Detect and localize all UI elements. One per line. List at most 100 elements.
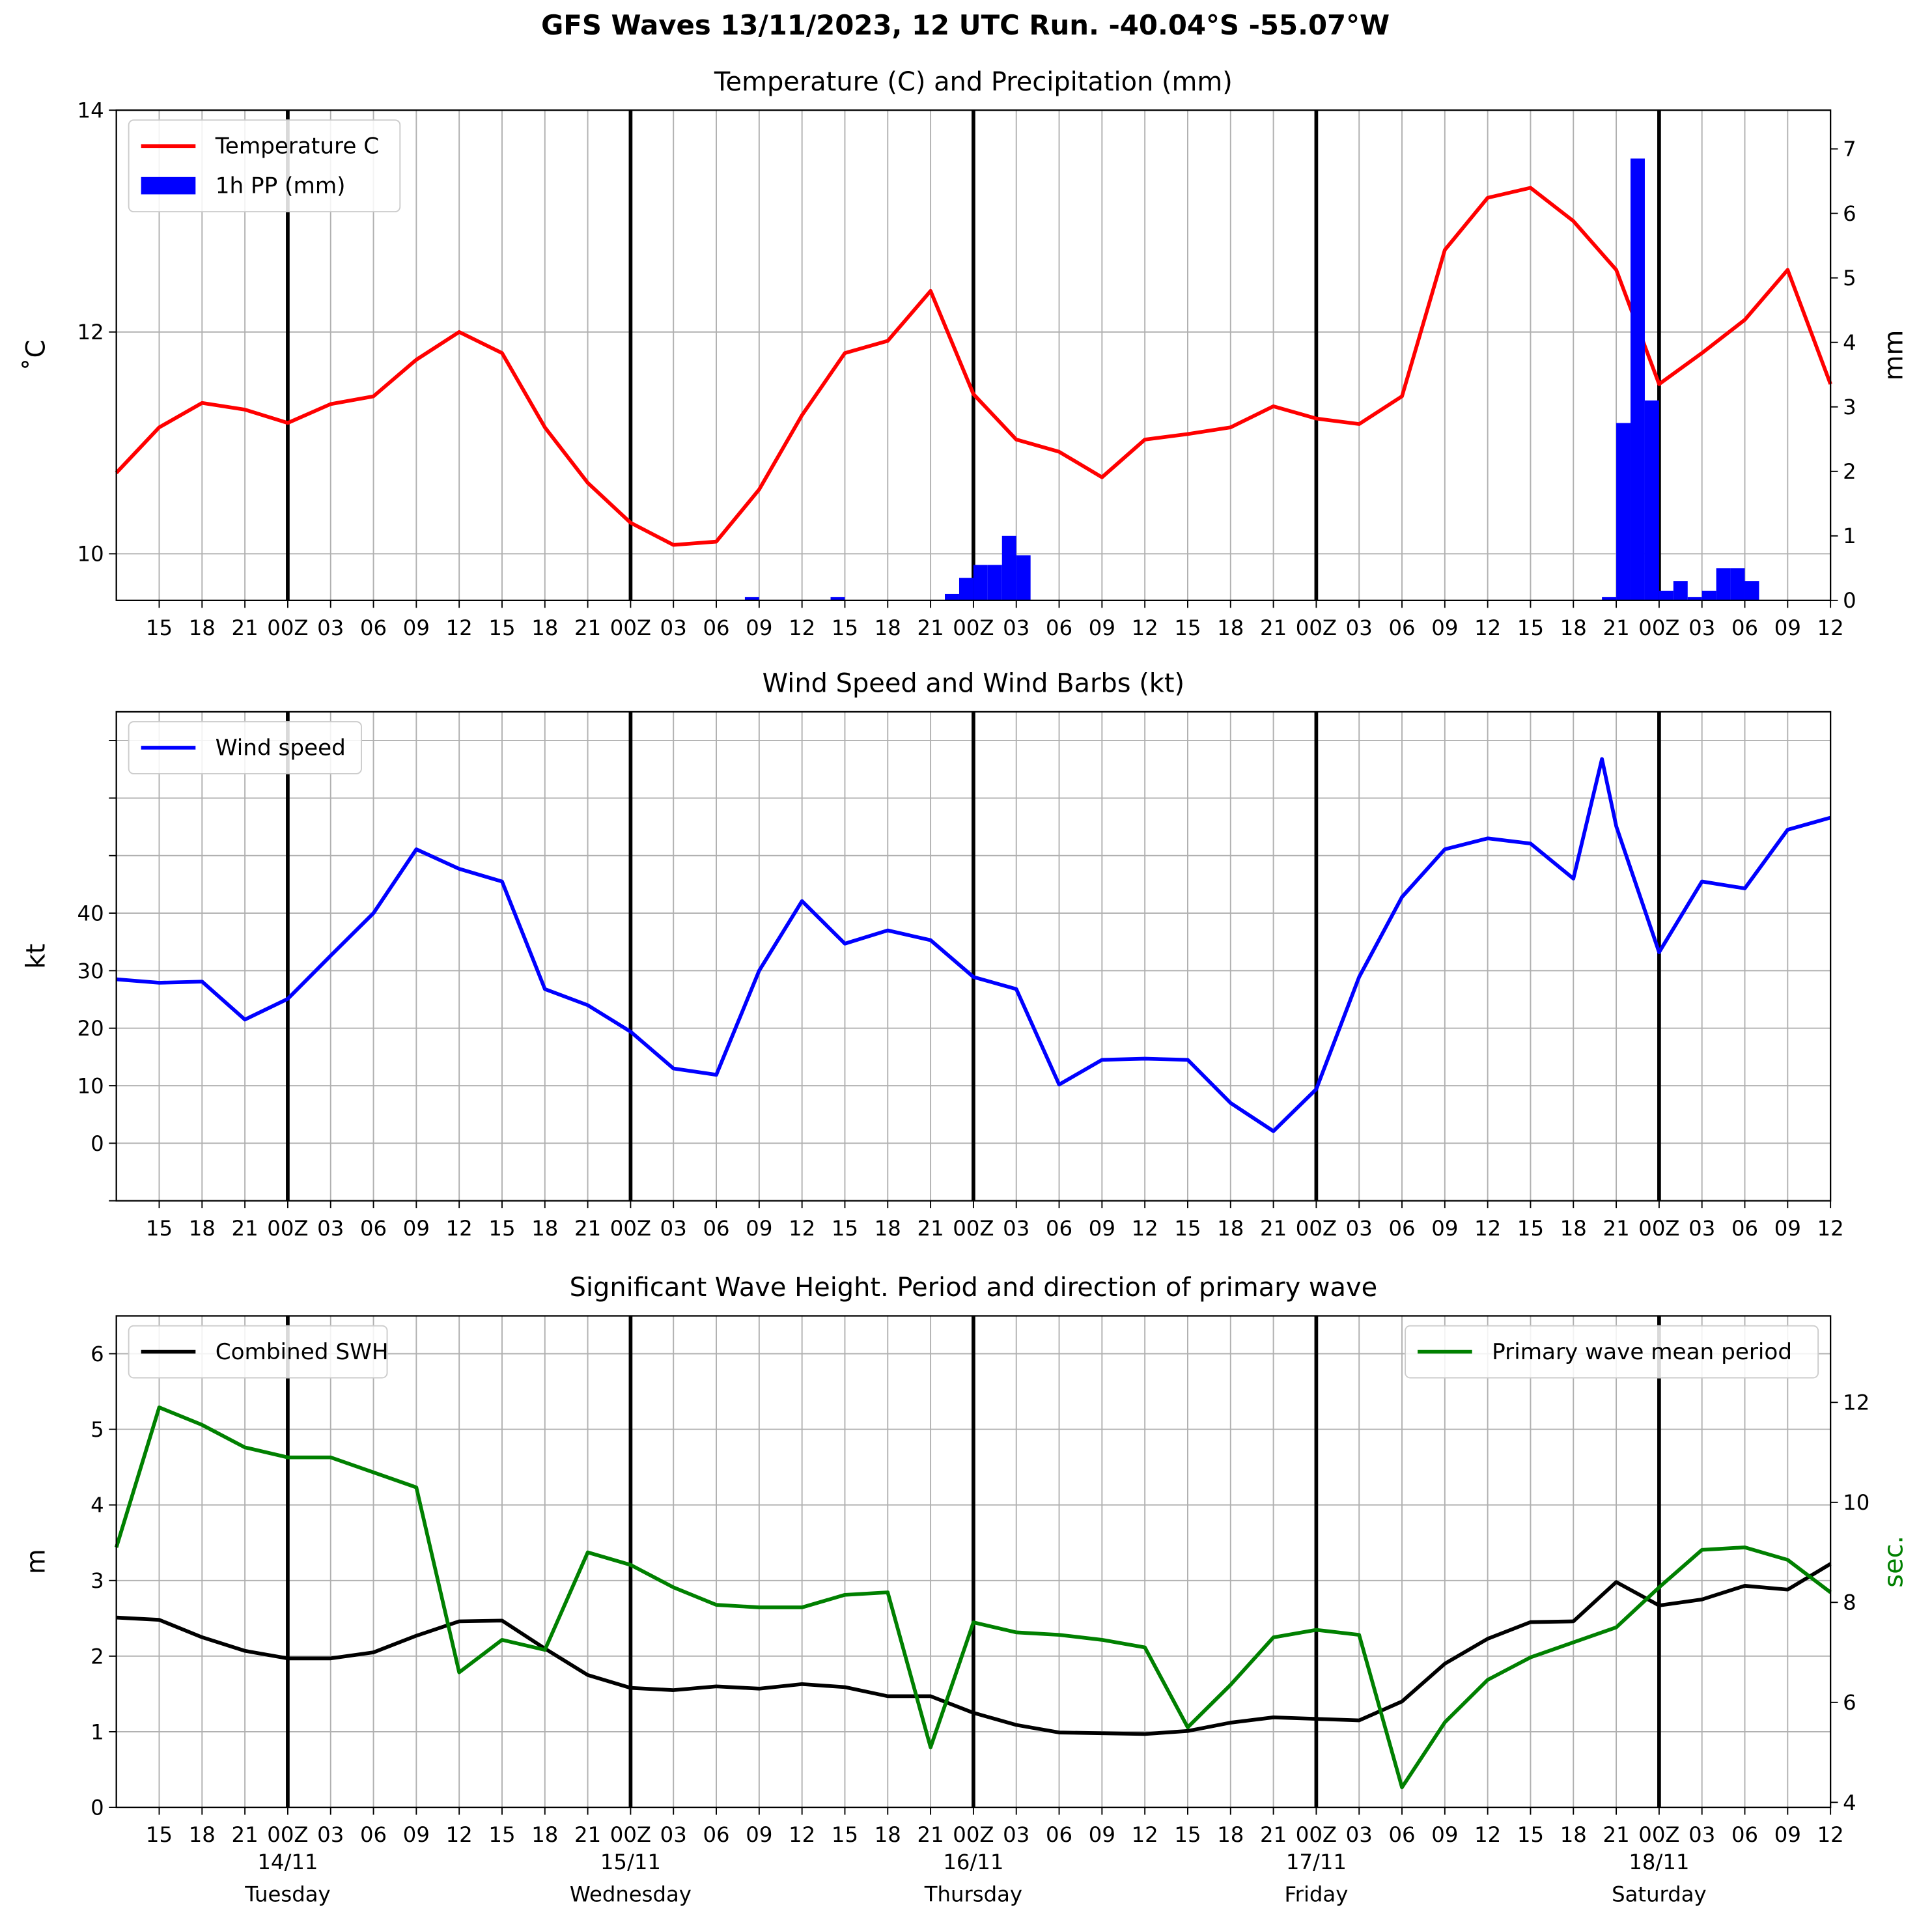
x-tick-label: 15 xyxy=(488,1822,515,1847)
x-tick-label: 00Z xyxy=(1638,615,1679,640)
x-tick-label: 15 xyxy=(146,1216,173,1241)
legend-label: Primary wave mean period xyxy=(1492,1339,1792,1365)
chart-panel: Temperature (C) and Precipitation (mm)15… xyxy=(21,67,1909,640)
x-tick-label: 12 xyxy=(1817,1822,1844,1847)
figure-title: GFS Waves 13/11/2023, 12 UTC Run. -40.04… xyxy=(541,9,1390,41)
x-tick-label: 15 xyxy=(1174,615,1201,640)
x-tick-label: 09 xyxy=(1431,615,1458,640)
x-tick-label: 03 xyxy=(660,1216,687,1241)
x-tick-label: 06 xyxy=(1731,1216,1758,1241)
x-tick-label: 12 xyxy=(1474,615,1501,640)
y2-tick-label: 1 xyxy=(1843,524,1856,548)
precip-bar xyxy=(945,593,959,600)
x-tick-label: 18 xyxy=(531,1216,558,1241)
x-tick-label: 12 xyxy=(789,1216,815,1241)
legend: Primary wave mean period xyxy=(1405,1325,1819,1379)
x-tick-label: 18 xyxy=(1560,1216,1587,1241)
precip-bar xyxy=(1673,581,1688,600)
precip-bar xyxy=(1659,590,1673,600)
x-tick-label: 06 xyxy=(1388,615,1415,640)
y2-tick-label: 7 xyxy=(1843,137,1856,162)
x-tick-label: 09 xyxy=(1089,615,1115,640)
day-label: Friday xyxy=(1284,1882,1348,1906)
x-tick-label: 18 xyxy=(531,615,558,640)
precip-bar xyxy=(830,597,845,600)
chart-title: Wind Speed and Wind Barbs (kt) xyxy=(763,668,1184,698)
legend-label: Wind speed xyxy=(216,735,346,761)
x-tick-label: 06 xyxy=(1731,615,1758,640)
x-tick-label: 21 xyxy=(1260,615,1287,640)
x-tick-label: 15 xyxy=(146,615,173,640)
x-tick-label: 09 xyxy=(403,1216,430,1241)
x-tick-label: 09 xyxy=(746,615,772,640)
date-label: 15/11 xyxy=(600,1850,661,1874)
y2-tick-label: 4 xyxy=(1843,1790,1856,1815)
x-tick-label: 06 xyxy=(360,1822,387,1847)
y2-tick-label: 10 xyxy=(1843,1490,1869,1515)
precip-bar xyxy=(1016,555,1031,600)
legend-swatch xyxy=(141,176,196,195)
series-line xyxy=(116,757,1831,1133)
y-tick-label: 2 xyxy=(91,1644,104,1669)
y-tick-label: 40 xyxy=(77,901,104,925)
x-tick-label: 21 xyxy=(917,1216,944,1241)
y-tick-label: 3 xyxy=(91,1568,104,1593)
x-tick-label: 00Z xyxy=(1296,1216,1337,1241)
x-tick-label: 12 xyxy=(789,1822,815,1847)
x-tick-label: 15 xyxy=(1174,1216,1201,1241)
y2-tick-label: 2 xyxy=(1843,459,1856,484)
x-tick-label: 12 xyxy=(1474,1822,1501,1847)
x-tick-label: 15 xyxy=(832,1216,858,1241)
x-tick-label: 15 xyxy=(832,615,858,640)
x-tick-label: 06 xyxy=(360,615,387,640)
date-label: 17/11 xyxy=(1286,1850,1347,1874)
x-tick-label: 09 xyxy=(1774,1216,1801,1241)
legend-box xyxy=(128,721,362,774)
y-tick-label: 1 xyxy=(91,1719,104,1744)
precip-bar xyxy=(1687,597,1702,600)
x-tick-label: 15 xyxy=(832,1822,858,1847)
x-tick-label: 15 xyxy=(488,615,515,640)
axes-frame xyxy=(115,711,1832,1202)
y2-tick-label: 0 xyxy=(1843,588,1856,613)
x-tick-label: 09 xyxy=(1089,1822,1115,1847)
legend-label: 1h PP (mm) xyxy=(216,173,346,199)
x-tick-label: 18 xyxy=(875,615,901,640)
precip-bar xyxy=(1644,400,1659,600)
day-label: Thursday xyxy=(924,1882,1022,1906)
y-tick-label: 12 xyxy=(77,320,104,345)
y-tick-label: 4 xyxy=(91,1493,104,1518)
x-tick-label: 06 xyxy=(1731,1822,1758,1847)
precip-bar xyxy=(1001,535,1016,600)
y-tick-label: 14 xyxy=(77,98,104,123)
chart-title: Significant Wave Height. Period and dire… xyxy=(570,1273,1378,1303)
x-tick-label: 00Z xyxy=(1638,1822,1679,1847)
x-tick-label: 21 xyxy=(574,615,601,640)
x-tick-label: 09 xyxy=(403,1822,430,1847)
x-tick-label: 00Z xyxy=(1296,615,1337,640)
y-axis-label: ˚C xyxy=(21,340,51,371)
x-tick-label: 09 xyxy=(1774,1822,1801,1847)
x-tick-label: 06 xyxy=(1046,615,1072,640)
x-tick-label: 21 xyxy=(574,1216,601,1241)
y2-axis-label: mm xyxy=(1879,330,1909,381)
y2-tick-label: 3 xyxy=(1843,395,1856,419)
x-tick-label: 15 xyxy=(488,1216,515,1241)
y-axis-label: m xyxy=(21,1549,51,1574)
series-line xyxy=(114,1405,1832,1790)
x-tick-label: 09 xyxy=(746,1216,772,1241)
precip-bar xyxy=(1716,568,1731,600)
precip-bar xyxy=(1701,590,1716,600)
x-tick-label: 15 xyxy=(1517,1216,1544,1241)
x-tick-label: 12 xyxy=(1132,1822,1158,1847)
x-tick-label: 21 xyxy=(1603,615,1630,640)
day-label: Saturday xyxy=(1612,1882,1707,1906)
x-tick-label: 18 xyxy=(875,1216,901,1241)
x-tick-label: 03 xyxy=(1346,1822,1373,1847)
y2-tick-label: 6 xyxy=(1843,201,1856,226)
x-tick-label: 12 xyxy=(446,1216,473,1241)
series-line xyxy=(115,186,1832,547)
precip-bar xyxy=(959,578,973,600)
x-tick-label: 03 xyxy=(317,615,344,640)
